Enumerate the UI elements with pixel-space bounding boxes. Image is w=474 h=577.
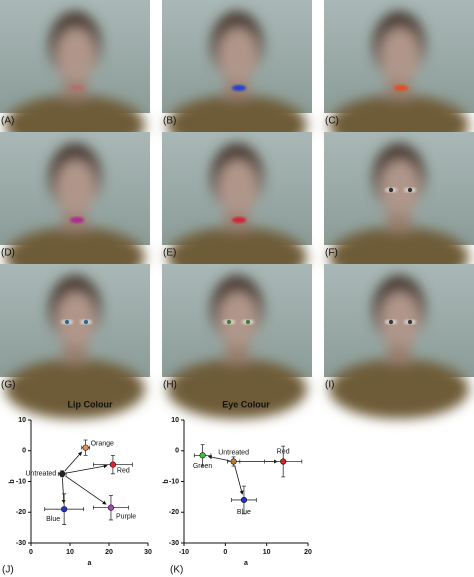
arrow [64,451,83,472]
iris [388,319,394,325]
y-tick-label: -30 [16,540,26,547]
point-label: Red [117,467,130,474]
point [107,504,115,511]
photo [324,264,474,419]
photo [162,132,312,287]
x-tick-label: 10 [263,549,271,556]
panel-label: (H) [163,380,177,391]
arrow [207,455,230,462]
lips [394,85,408,91]
point [199,452,206,459]
iris [226,319,232,325]
chart-title: Lip Colour [68,399,113,409]
photo [324,0,474,155]
photo-panel [162,264,312,419]
photo-panel [324,264,474,419]
point-label: Blue [237,509,251,516]
arrow [66,464,108,474]
iris [83,319,89,325]
lips [232,85,246,91]
panel-label: (J) [2,565,14,576]
panel-label: (E) [163,248,176,259]
x-tick-label: 10 [66,549,74,556]
y-tick-label: 10 [171,417,179,424]
photo [0,0,150,155]
photo-panel [324,132,474,287]
lips [70,85,84,91]
photo-panel [0,132,150,287]
photo [0,132,150,287]
lips [232,217,246,223]
x-tick-label: 20 [105,549,113,556]
x-tick-label: 0 [29,549,33,556]
point-label: Untreated [25,471,56,478]
panel-label: (B) [163,116,176,127]
arrow [65,475,107,505]
iris [64,319,70,325]
photo-grid: (A) (B) (C) (D) (E) (F) (G) (H) (I) [0,0,474,419]
panel-label: (A) [1,116,14,127]
y-tick-label: -10 [16,478,26,485]
arrow [61,477,66,504]
y-axis-label: b [163,479,170,483]
y-tick-label: 0 [175,448,179,455]
photo-panel [0,264,150,419]
photo-panel [324,0,474,155]
panel-label: (G) [1,380,15,391]
iris [245,319,251,325]
iris [407,319,413,325]
point-label: Purple [116,513,136,520]
panel-label: (D) [1,248,15,259]
x-tick-label: -10 [179,549,189,556]
photo [0,264,150,419]
panel-label: (C) [325,116,339,127]
point [280,458,287,465]
y-tick-label: 10 [18,417,26,424]
photo-panel [162,132,312,287]
point [230,458,237,465]
point-label: Orange [91,441,114,448]
y-axis-label: b [9,479,16,483]
photo [324,132,474,287]
point [82,444,89,451]
panel-label: (F) [325,248,338,259]
x-tick-label: 0 [223,549,227,556]
photo-panel [0,0,150,155]
y-tick-label: -20 [16,509,26,516]
y-tick-label: -10 [169,478,179,485]
photo [162,264,312,419]
point-label: Red [277,448,290,455]
y-tick-label: -20 [169,509,179,516]
y-tick-label: 0 [22,448,26,455]
point [61,506,68,513]
iris [388,187,394,193]
point-label: Untreated [218,449,249,456]
point [59,470,66,477]
photo-panel [162,0,312,155]
photo [162,0,312,155]
panel-label: (K) [170,565,183,576]
x-tick-label: 20 [304,549,312,556]
iris [407,187,413,193]
lips [70,217,84,223]
x-axis-label: a [244,560,248,567]
chart-title: Eye Colour [222,399,270,409]
arrow [234,465,244,495]
point [109,461,116,468]
point-label: Blue [46,516,60,523]
y-tick-label: -30 [169,540,179,547]
point [240,496,248,504]
x-tick-label: 30 [144,549,152,556]
x-axis-label: a [88,560,92,567]
point-label: Green [193,463,213,470]
panel-label: (I) [325,380,334,391]
